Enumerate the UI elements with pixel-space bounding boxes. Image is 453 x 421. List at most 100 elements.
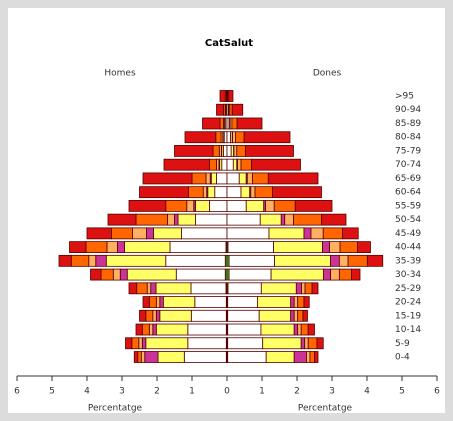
age-label: 50-54 [395, 215, 421, 225]
bar-segment [272, 186, 322, 199]
bar-segment [297, 323, 302, 336]
bar-segment [144, 351, 159, 363]
age-label: 70-74 [395, 160, 421, 170]
bar-segment [174, 213, 179, 226]
bar-segment [132, 227, 147, 240]
bar-segment [330, 268, 340, 281]
bar-segment [191, 172, 207, 185]
bar-segment [223, 131, 228, 144]
bar-segment [219, 117, 224, 130]
bar-segment [306, 351, 311, 363]
bar-segment [111, 227, 133, 240]
bar-segment [209, 199, 228, 212]
x-tick-label: 5 [399, 387, 405, 397]
bar-segment [140, 351, 146, 363]
bar-segment [155, 296, 161, 308]
bar-segment [297, 309, 304, 322]
age-label: 75-79 [395, 146, 421, 156]
age-label: 25-29 [395, 284, 421, 294]
bar-segment [155, 309, 161, 322]
bar-segment [300, 323, 309, 336]
bar-segment [270, 268, 325, 281]
bar-segment [227, 309, 260, 322]
bar-segment [274, 254, 332, 267]
bar-segment [135, 323, 143, 336]
bar-segment [142, 296, 150, 308]
bar-segment [138, 337, 143, 350]
bar-segment [117, 241, 125, 254]
bar-segment [227, 241, 274, 254]
bar-segment [174, 145, 214, 157]
bar-segment [202, 117, 221, 130]
bar-segment [309, 351, 315, 363]
bar-segment [236, 145, 246, 157]
bar-segment [342, 227, 359, 240]
bar-segment [194, 296, 227, 308]
bar-segment [126, 268, 177, 281]
bar-segment [227, 337, 264, 350]
bar-segment [227, 296, 258, 308]
bar-segment [304, 337, 309, 350]
bar-segment [209, 158, 217, 171]
bar-segment [128, 282, 138, 295]
bar-segment [145, 337, 189, 350]
x-tick-label: 6 [434, 387, 440, 397]
bar-segment [294, 199, 333, 212]
bar-segment [105, 254, 167, 267]
bar-segment [228, 90, 234, 102]
bar-segment [260, 323, 295, 336]
x-tick-label: 5 [49, 387, 55, 397]
x-tick-label: 0 [224, 387, 230, 397]
bar-segment [302, 309, 308, 322]
bar-segment [268, 227, 305, 240]
bar-segment [322, 227, 343, 240]
bar-segment [323, 268, 332, 281]
bar-segment [307, 337, 318, 350]
bar-segment [226, 131, 231, 144]
bar-segment [233, 145, 238, 157]
bar-segment [321, 213, 347, 226]
bar-segment [175, 268, 226, 281]
bar-segment [251, 158, 301, 171]
bar-segment [183, 351, 227, 363]
bar-segment [304, 282, 313, 295]
bar-segment [290, 309, 295, 322]
bar-segment [177, 213, 196, 226]
bar-segment [227, 351, 267, 363]
age-label: 60-64 [395, 188, 421, 198]
bar-segment [290, 296, 295, 308]
bar-segment [259, 213, 282, 226]
bar-segment [106, 241, 118, 254]
bar-segment [234, 131, 245, 144]
bar-segment [131, 337, 140, 350]
bar-segment [90, 268, 102, 281]
bar-segment [232, 158, 238, 171]
age-label: 85-89 [395, 119, 421, 129]
age-label: 55-59 [395, 201, 421, 211]
bar-segment [265, 199, 275, 212]
bar-segment [165, 254, 226, 267]
bar-segment [293, 309, 299, 322]
bar-segment [186, 199, 195, 212]
bar-segment [207, 186, 216, 199]
chart-title: CatSalut [205, 38, 253, 49]
bar-segment [145, 309, 154, 322]
bar-segment [226, 145, 232, 157]
bar-segment [314, 351, 319, 363]
bar-segment [119, 268, 128, 281]
age-label: 30-34 [395, 270, 421, 280]
bar-segment [212, 145, 220, 157]
x-tick-label: 4 [364, 387, 370, 397]
bar-segment [231, 117, 238, 130]
age-label: 0-4 [395, 353, 410, 363]
bar-segment [246, 172, 253, 185]
age-label: 45-49 [395, 229, 421, 239]
x-tick-label: 3 [329, 387, 335, 397]
bar-segment [216, 103, 224, 116]
bar-segment [85, 241, 108, 254]
bar-segment [273, 241, 323, 254]
bar-segment [112, 268, 121, 281]
bar-segment [231, 103, 244, 116]
bar-segment [227, 323, 262, 336]
